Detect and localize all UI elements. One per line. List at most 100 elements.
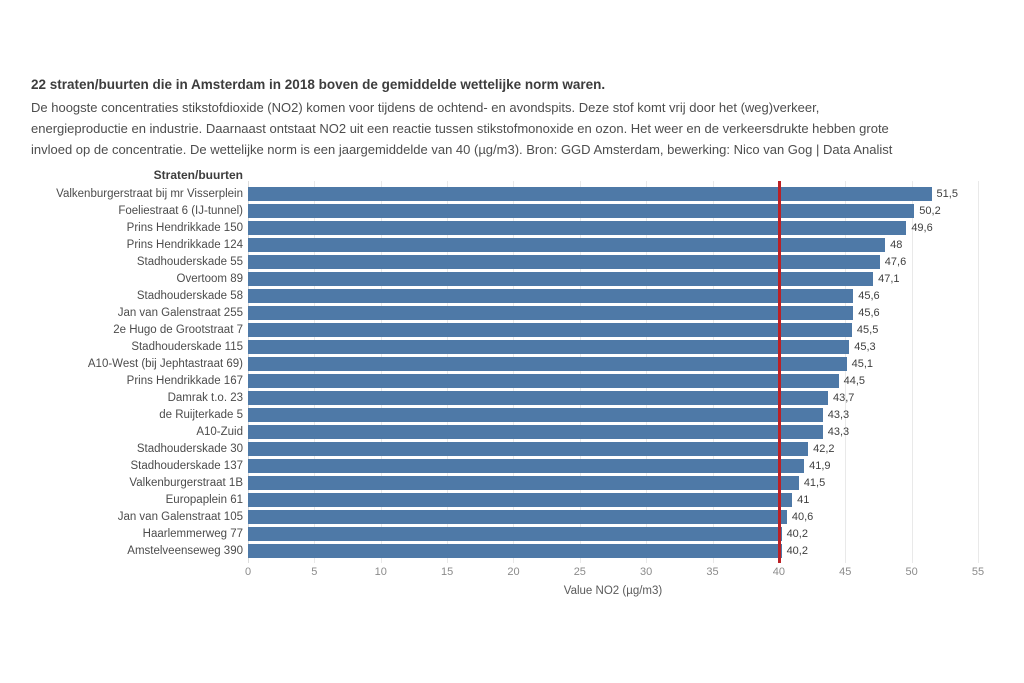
bar	[248, 509, 787, 524]
bar-track: 50,2	[248, 203, 978, 218]
bar-track: 42,2	[248, 441, 978, 456]
bar	[248, 186, 932, 201]
bar-track: 44,5	[248, 373, 978, 388]
chart-row: 2e Hugo de Grootstraat 7 45,5	[0, 321, 978, 338]
chart-row: Jan van Galenstraat 105 40,6	[0, 508, 978, 525]
category-label: Haarlemmerweg 77	[142, 527, 243, 540]
value-label: 44,5	[843, 374, 866, 387]
chart-row: Prins Hendrikkade 167 44,5	[0, 372, 978, 389]
chart-row: Prins Hendrikkade 150 49,6	[0, 219, 978, 236]
chart-subtitle: De hoogste concentraties stikstofdioxide…	[31, 97, 1006, 160]
bar	[248, 339, 850, 354]
value-label: 45,6	[858, 306, 880, 319]
bar-track: 45,1	[248, 356, 978, 371]
x-tick-label: 35	[706, 566, 719, 578]
chart-row: Valkenburgerstraat 1B 41,5	[0, 474, 978, 491]
chart-row: A10-West (bij Jephtastraat 69) 45,1	[0, 355, 978, 372]
value-label: 45,1	[851, 357, 874, 370]
bar-track: 41	[248, 492, 978, 507]
x-tick-label: 55	[971, 566, 985, 578]
bar	[248, 543, 782, 558]
category-label: Valkenburgerstraat 1B	[129, 476, 243, 489]
category-label: A10-West (bij Jephtastraat 69)	[87, 357, 243, 370]
bar	[248, 492, 793, 507]
value-label: 45,6	[858, 289, 880, 302]
gridline	[845, 181, 847, 563]
gridline	[380, 181, 382, 563]
x-tick-label: 40	[772, 566, 786, 578]
x-tick-label: 15	[440, 566, 454, 578]
bar-track: 49,6	[248, 220, 978, 235]
value-label: 41,9	[809, 459, 831, 472]
gridline	[579, 181, 581, 563]
bar	[248, 441, 809, 456]
chart-row: Haarlemmerweg 77 40,2	[0, 525, 978, 542]
bar-track: 45,3	[248, 339, 978, 354]
chart-row: Overtoom 89 47,1	[0, 270, 978, 287]
bar-track: 47,1	[248, 271, 978, 286]
category-label: Stadhouderskade 55	[136, 255, 243, 268]
bar-chart: Straten/buurten Valkenburgerstraat bij m…	[0, 166, 1024, 616]
bar	[248, 475, 799, 490]
bar-track: 43,3	[248, 407, 978, 422]
value-label: 48	[890, 238, 903, 251]
value-label: 41,5	[803, 476, 826, 489]
gridline	[978, 181, 979, 563]
bar	[248, 424, 823, 439]
chart-row: Stadhouderskade 137 41,9	[0, 457, 978, 474]
value-label: 43,3	[827, 425, 850, 438]
category-label: Stadhouderskade 137	[130, 459, 243, 472]
category-label: Damrak t.o. 23	[167, 391, 243, 404]
chart-row: Stadhouderskade 30 42,2	[0, 440, 978, 457]
bar	[248, 373, 839, 388]
value-label: 43,7	[833, 391, 855, 404]
value-label: 40,2	[786, 544, 808, 557]
chart-title: 22 straten/buurten die in Amsterdam in 2…	[31, 77, 606, 92]
plot-area: Valkenburgerstraat bij mr Visserplein 51,…	[0, 181, 979, 563]
x-tick-label: 0	[244, 566, 252, 578]
chart-row: Stadhouderskade 55 47,6	[0, 253, 978, 270]
gridline	[248, 181, 249, 563]
bar-track: 40,2	[248, 526, 978, 541]
category-label: Foeliestraat 6 (IJ-tunnel)	[118, 204, 243, 217]
category-label: de Ruijterkade 5	[159, 408, 243, 421]
value-label: 40,2	[786, 527, 808, 540]
category-label: Stadhouderskade 58	[136, 289, 243, 302]
bar	[248, 271, 874, 286]
bar-track: 47,6	[248, 254, 978, 269]
bar	[248, 220, 907, 235]
category-label: Prins Hendrikkade 167	[126, 374, 243, 387]
x-axis-title: Value NO2 (µg/m3)	[563, 585, 663, 597]
category-label: Valkenburgerstraat bij mr Visserplein	[56, 187, 243, 200]
x-tick-label: 30	[640, 566, 653, 578]
category-label: Stadhouderskade 30	[136, 442, 243, 455]
bar	[248, 254, 880, 269]
category-label: Overtoom 89	[176, 272, 243, 285]
bar-track: 48	[248, 237, 978, 252]
chart-header: 22 straten/buurten die in Amsterdam in 2…	[31, 76, 1006, 160]
category-label: A10-Zuid	[196, 425, 243, 438]
gridline	[447, 181, 449, 563]
chart-row: Valkenburgerstraat bij mr Visserplein 51,…	[0, 185, 978, 202]
chart-row: Damrak t.o. 23 43,7	[0, 389, 978, 406]
x-tick-label: 5	[311, 566, 318, 578]
bar-track: 40,6	[248, 509, 978, 524]
bar	[248, 458, 805, 473]
category-label: Prins Hendrikkade 150	[126, 221, 243, 234]
bar-track: 40,2	[248, 543, 978, 558]
chart-row: de Ruijterkade 5 43,3	[0, 406, 978, 423]
category-label: Amstelveenseweg 390	[127, 544, 243, 557]
value-label: 47,6	[884, 255, 907, 268]
subtitle-line: De hoogste concentraties stikstofdioxide…	[31, 100, 820, 115]
bar	[248, 322, 852, 337]
chart-row: Foeliestraat 6 (IJ-tunnel) 50,2	[0, 202, 978, 219]
x-tick-label: 20	[507, 566, 520, 578]
gridline	[513, 181, 515, 563]
value-label: 47,1	[878, 272, 900, 285]
bar-track: 45,5	[248, 322, 978, 337]
category-label: Stadhouderskade 115	[131, 340, 243, 353]
bar-track: 45,6	[248, 305, 978, 320]
value-label: 43,3	[827, 408, 850, 421]
bar-track: 43,7	[248, 390, 978, 405]
